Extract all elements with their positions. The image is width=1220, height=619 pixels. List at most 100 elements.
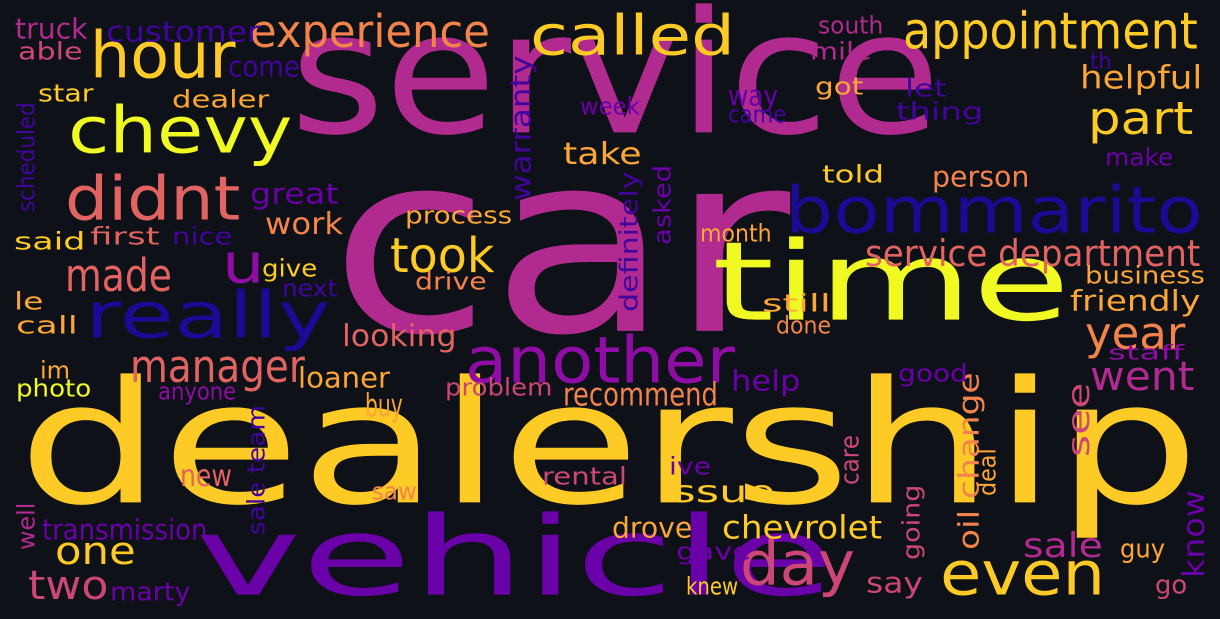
word: asked [648,164,677,245]
word: nice [172,222,233,251]
word: said [14,227,86,256]
word: first [90,222,160,251]
word: help [731,363,801,398]
word: th [1090,47,1112,75]
word: recommend [563,375,718,414]
word: issue [660,475,775,511]
word: appointment [903,3,1198,62]
word: came [728,100,787,129]
word: week [580,92,640,121]
word: drove [612,510,693,545]
word: make [1105,143,1174,172]
word: looking [342,319,457,355]
word: thing [896,97,984,126]
word: saw [372,477,417,506]
word: day [740,530,855,600]
word: im [40,356,71,385]
word: u [222,233,265,297]
word: work [265,207,344,243]
word: friendly [1070,283,1201,318]
word: marty [110,577,191,608]
word: give [262,254,318,283]
word: rental [542,462,627,491]
word: guy [1120,534,1166,565]
word: scheduled [12,102,41,212]
word: two [28,563,109,610]
word: told [822,160,884,189]
word: service [290,0,941,173]
word: say [866,565,923,600]
word: vehicle [195,492,835,619]
word: helpful [1080,58,1203,97]
word: hour [90,19,236,94]
word: sale team [242,404,271,535]
word: knew [686,572,739,601]
word: still [762,289,831,318]
word: ive [669,452,711,481]
word: let [905,74,947,103]
word: able [18,37,83,66]
word: business [1085,261,1205,290]
word: chevrolet [722,508,883,547]
word: experience [250,6,490,59]
word: service department [865,233,1201,276]
word: anyone [158,377,237,406]
word: one [55,528,136,574]
word: bommarito [785,174,1203,249]
word: part [1088,93,1194,146]
word: manager [130,341,305,394]
word: really [85,279,331,354]
word: gave [676,537,752,566]
word: see [1062,382,1098,457]
word: good [898,359,969,388]
word: staff [1108,341,1184,366]
word: got [815,72,864,101]
word: year [1085,308,1186,361]
word: loaner [298,360,390,395]
word: well [12,502,41,550]
word: photo [16,374,92,403]
word: dealer [172,85,270,114]
word: done [776,311,832,340]
word: care [835,435,866,485]
word: going [897,484,926,560]
word: star [38,79,94,108]
word: went [1090,354,1195,401]
word: warranty [503,55,538,202]
word: dealership [18,345,1200,543]
word: sale [1023,526,1103,566]
word: way [728,78,779,113]
word: definitely [615,171,645,312]
word: next [282,274,338,303]
word: took [390,227,495,284]
word: buy [365,386,403,425]
word: month [700,219,772,248]
word: even [940,540,1106,610]
word: customer [106,14,261,49]
word: made [65,250,172,303]
word: great [250,176,339,211]
word: called [530,5,735,69]
word: take [563,137,642,173]
word: time [712,217,1071,347]
word: truck [15,11,88,46]
word: call [16,311,78,340]
word: south [818,11,884,40]
word: chevy [68,94,293,169]
word: come [228,49,300,84]
word: another [465,324,736,399]
word: didnt [65,165,241,235]
word: know [1177,490,1213,578]
word: deal [973,448,1002,496]
word: go [1155,570,1188,601]
word: transmission [42,512,208,547]
word: car [330,99,791,391]
word: process [405,201,513,230]
word: drive [415,267,487,296]
word: problem [445,373,553,402]
word: le [14,287,44,316]
word: mile [810,37,872,66]
word: person [932,159,1030,194]
word: new [180,459,232,495]
